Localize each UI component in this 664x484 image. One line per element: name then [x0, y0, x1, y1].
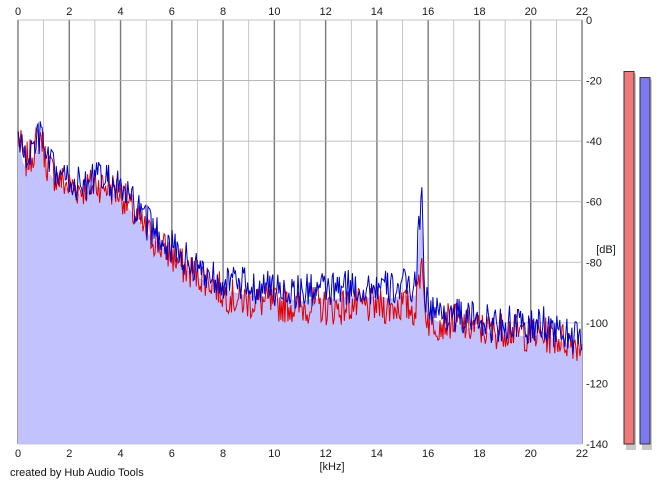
x-tick-label-bottom: 16 — [422, 448, 434, 460]
spectrum-fill-area — [18, 141, 582, 444]
y-tick-label: -40 — [586, 136, 602, 148]
x-ticks-top: 0 2 4 6 8 10 12 14 16 18 20 22 — [15, 6, 588, 18]
x-tick-label-bottom: 8 — [220, 448, 226, 460]
x-tick-label-bottom: 22 — [576, 448, 588, 460]
y-tick-label: -20 — [586, 76, 602, 88]
x-tick-label-bottom: 4 — [117, 448, 123, 460]
y-tick-label: -80 — [586, 257, 602, 269]
x-tick-label-bottom: 18 — [473, 448, 485, 460]
y-tick-label: -60 — [586, 197, 602, 209]
credit-text: created by Hub Audio Tools — [10, 467, 144, 479]
x-tick-label-top: 6 — [169, 6, 175, 18]
x-tick-label-top: 8 — [220, 6, 226, 18]
x-tick-label-top: 0 — [15, 6, 21, 18]
y-axis-label: [dB] — [596, 244, 616, 256]
x-ticks-bottom: 0 2 4 6 8 10 12 14 16 18 20 22 — [15, 448, 588, 460]
level-meter-bar — [639, 77, 651, 445]
x-tick-label-bottom: 6 — [169, 448, 175, 460]
y-tick-label: -120 — [586, 378, 608, 390]
level-meter — [623, 70, 652, 451]
y-tick-label: 0 — [586, 15, 592, 27]
x-tick-label-top: 22 — [576, 6, 588, 18]
x-tick-label-bottom: 20 — [525, 448, 537, 460]
series-group — [17, 121, 583, 361]
level-meter-bar — [623, 70, 635, 445]
x-tick-label-top: 14 — [371, 6, 383, 18]
x-tick-label-top: 4 — [117, 6, 123, 18]
x-tick-label-top: 20 — [525, 6, 537, 18]
x-tick-label-top: 2 — [66, 6, 72, 18]
series-line — [17, 121, 583, 354]
x-tick-label-top: 18 — [473, 6, 485, 18]
x-tick-label-bottom: 10 — [268, 448, 280, 460]
x-tick-label-bottom: 0 — [15, 448, 21, 460]
x-axis-label: [kHz] — [319, 461, 344, 473]
x-tick-label-bottom: 12 — [320, 448, 332, 460]
x-tick-label-bottom: 2 — [66, 448, 72, 460]
x-tick-label-top: 12 — [320, 6, 332, 18]
x-tick-label-top: 16 — [422, 6, 434, 18]
x-tick-label-top: 10 — [268, 6, 280, 18]
x-tick-label-bottom: 14 — [371, 448, 383, 460]
y-tick-label: -140 — [586, 439, 608, 451]
y-tick-label: -100 — [586, 318, 608, 330]
y-ticks-right: 0 -20 -40 -60 -80 -100 -120 -140 — [586, 15, 608, 451]
